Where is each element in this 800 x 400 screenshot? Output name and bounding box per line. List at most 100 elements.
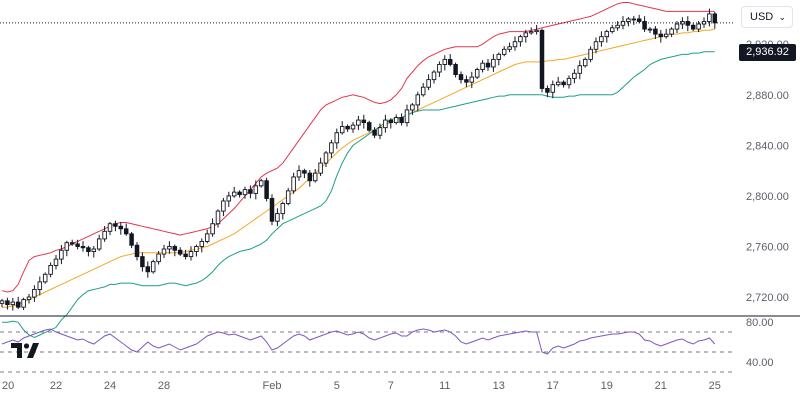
currency-select-value: USD xyxy=(750,11,774,23)
candle xyxy=(258,178,264,188)
candle xyxy=(226,191,232,207)
candle-body xyxy=(577,65,583,74)
candle-body xyxy=(275,213,280,222)
candle-body xyxy=(80,246,86,249)
price-axis[interactable]: 2,720.00 2,760.00 2,800.00 2,840.00 2,880.00… xyxy=(746,39,789,304)
candle-body xyxy=(37,281,43,290)
candle-body xyxy=(545,88,550,93)
candle xyxy=(134,242,140,261)
candle xyxy=(491,54,496,72)
candle xyxy=(399,113,404,126)
candle xyxy=(528,27,534,35)
candle xyxy=(431,70,437,84)
candle xyxy=(496,52,502,66)
time-axis-tick: 11 xyxy=(439,380,450,392)
candle-body xyxy=(75,243,80,247)
candle-body xyxy=(172,246,178,251)
candle xyxy=(53,254,59,270)
candle-body xyxy=(215,210,221,225)
candle-body xyxy=(237,191,242,196)
candle xyxy=(231,186,237,198)
candle-body xyxy=(285,190,291,204)
candle-body xyxy=(161,248,167,255)
candle xyxy=(512,36,518,51)
tradingview-logo-icon[interactable] xyxy=(10,340,44,360)
candle-body xyxy=(582,58,588,67)
candle-body xyxy=(642,21,647,30)
candle-body xyxy=(32,289,37,298)
time-axis[interactable]: 20 22 24 28 Feb 5 7 11 13 17 19 21 25 xyxy=(2,380,721,392)
candle-body xyxy=(631,18,637,21)
candle-body xyxy=(442,58,448,65)
time-axis-tick: 5 xyxy=(334,380,340,392)
candle-body xyxy=(431,71,437,81)
candle xyxy=(248,185,253,199)
candle-body xyxy=(669,28,674,35)
candle xyxy=(566,75,572,89)
candle-body xyxy=(588,48,593,60)
candle xyxy=(42,272,48,284)
candle xyxy=(577,60,583,80)
candle-body xyxy=(426,79,431,88)
candle xyxy=(388,118,394,129)
candle-body xyxy=(480,62,485,70)
candle-body xyxy=(118,225,124,230)
candle-body xyxy=(350,124,356,130)
candle xyxy=(480,60,485,73)
candle xyxy=(447,54,453,67)
candle-body xyxy=(188,251,194,258)
candle xyxy=(140,252,145,272)
currency-select[interactable]: USD ⌄ xyxy=(741,6,793,28)
candle-body xyxy=(474,69,480,78)
candle-body xyxy=(21,299,26,308)
candle xyxy=(696,20,701,32)
price-axis-tick: 2,880.00 xyxy=(746,90,789,102)
candle xyxy=(280,201,286,220)
candle-body xyxy=(140,256,145,268)
candle xyxy=(339,121,345,135)
candle xyxy=(318,157,323,177)
candle xyxy=(539,28,545,93)
candle xyxy=(534,25,539,35)
candle xyxy=(404,104,410,127)
candle xyxy=(620,16,626,30)
candle-body xyxy=(469,76,475,83)
time-axis-tick: 22 xyxy=(50,380,62,392)
candle xyxy=(366,120,372,133)
candle-body xyxy=(485,62,491,68)
candle-body xyxy=(339,125,345,134)
candle xyxy=(545,85,550,98)
candle-body xyxy=(26,296,32,301)
candle xyxy=(663,28,669,39)
candle-body xyxy=(447,58,453,65)
candle-body xyxy=(404,109,410,124)
candle-body xyxy=(86,247,91,252)
candle-body xyxy=(307,172,313,182)
candle xyxy=(572,69,577,84)
candle-body xyxy=(53,258,59,266)
lower-band-line xyxy=(2,51,715,339)
time-axis-tick: 13 xyxy=(493,380,505,392)
candle xyxy=(177,247,183,256)
candle xyxy=(653,26,658,40)
candle xyxy=(5,297,10,310)
candle xyxy=(453,62,458,78)
candle xyxy=(485,59,491,71)
candle-body xyxy=(636,18,642,22)
candle xyxy=(48,262,53,278)
candle-body xyxy=(523,32,529,38)
candle xyxy=(555,76,561,87)
candle-body xyxy=(183,253,188,258)
candle-body xyxy=(221,200,226,212)
candle-body xyxy=(626,18,631,22)
candle xyxy=(442,55,448,71)
candle-body xyxy=(5,300,10,306)
candle-body xyxy=(383,119,388,129)
candle-body xyxy=(458,74,464,81)
candle-body xyxy=(59,249,64,260)
candle-body xyxy=(496,53,502,60)
candle xyxy=(80,241,86,252)
candle xyxy=(188,246,194,261)
last-price-label: 2,936.92 xyxy=(739,44,796,61)
